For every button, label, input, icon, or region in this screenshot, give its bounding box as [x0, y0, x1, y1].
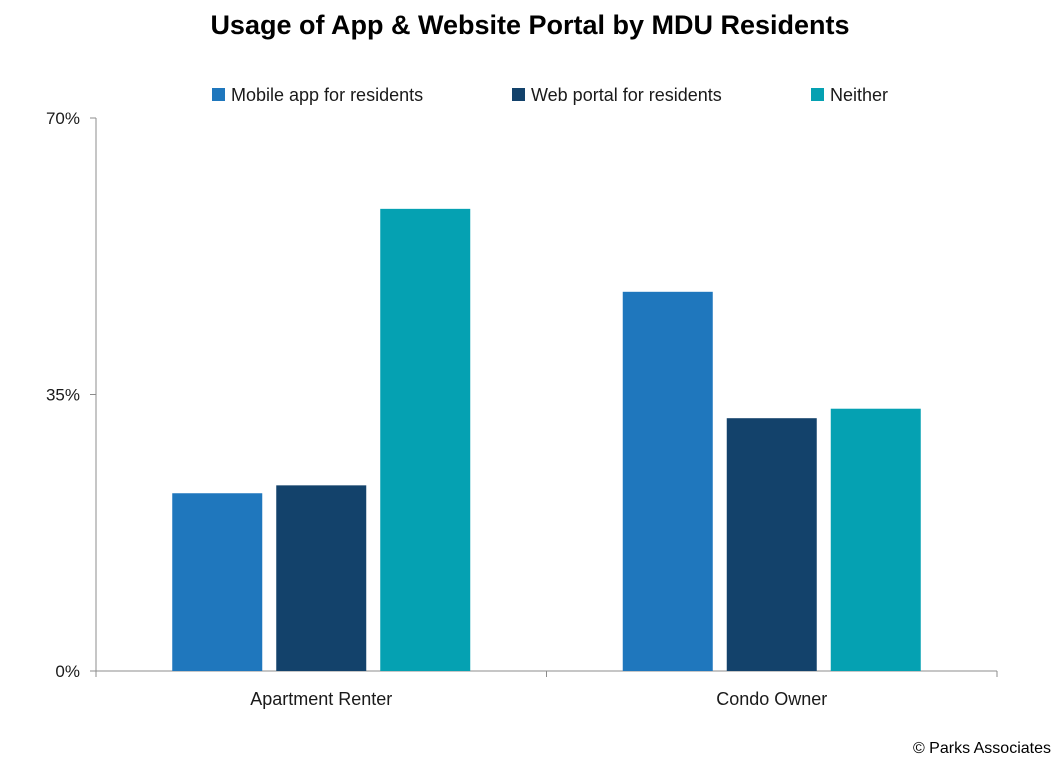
x-category-label: Apartment Renter [250, 689, 392, 709]
chart-title: Usage of App & Website Portal by MDU Res… [210, 10, 849, 40]
legend-label: Mobile app for residents [231, 85, 423, 105]
y-tick-label: 70% [46, 109, 80, 128]
x-category-label: Condo Owner [716, 689, 827, 709]
legend-swatch [512, 88, 525, 101]
legend-label: Web portal for residents [531, 85, 722, 105]
bars [172, 208, 921, 671]
credit-text: © Parks Associates [913, 740, 1051, 757]
bar-neither-apartment-renter [380, 208, 471, 671]
bar-web-portal-for-residents-apartment-renter [276, 485, 367, 671]
legend-label: Neither [830, 85, 888, 105]
bar-web-portal-for-residents-condo-owner [726, 418, 817, 671]
legend: Mobile app for residents Web portal for r… [212, 85, 888, 105]
category-labels: Apartment Renter Condo Owner [250, 689, 827, 709]
y-tick-label: 35% [46, 386, 80, 405]
legend-swatch [212, 88, 225, 101]
legend-swatch [811, 88, 824, 101]
bar-mobile-app-for-residents-condo-owner [622, 291, 713, 671]
bar-mobile-app-for-residents-apartment-renter [172, 493, 263, 671]
y-tick-label: 0% [55, 662, 80, 681]
bar-neither-condo-owner [830, 408, 921, 671]
